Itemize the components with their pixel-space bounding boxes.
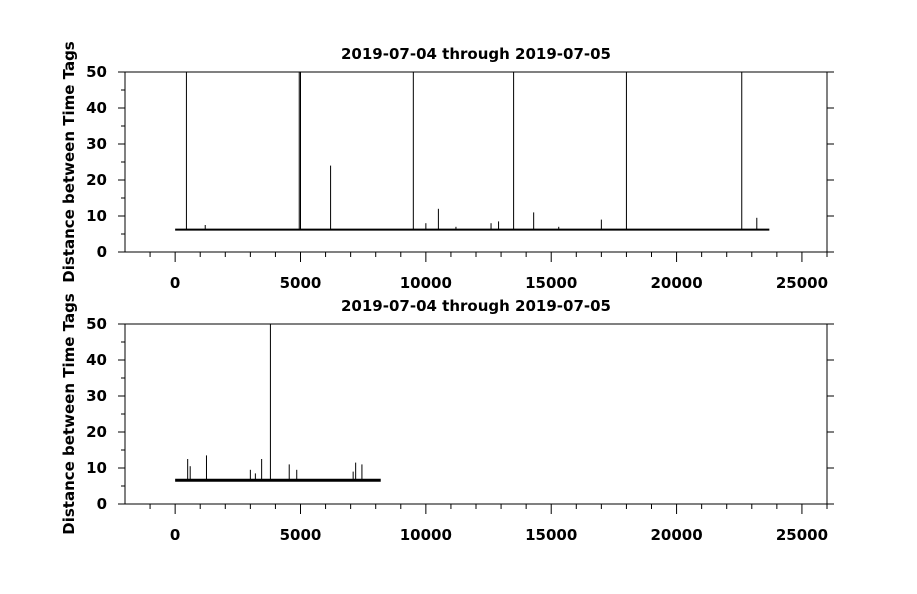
y-tick-label: 40	[86, 99, 107, 117]
plot-frame	[124, 323, 828, 505]
x-tick-label: 20000	[650, 274, 702, 292]
y-tick-label: 30	[86, 135, 107, 153]
x-tick-label: 5000	[280, 274, 322, 292]
x-tick-label: 10000	[400, 274, 452, 292]
y-tick-label: 20	[86, 171, 107, 189]
y-tick-label: 40	[86, 351, 107, 369]
y-tick-label: 30	[86, 387, 107, 405]
y-tick-label: 50	[86, 63, 107, 81]
x-tick-label: 15000	[525, 526, 577, 544]
chart-title: 2019-07-04 through 2019-07-05	[341, 297, 611, 315]
x-tick-label: 0	[170, 526, 180, 544]
y-tick-label: 0	[97, 243, 107, 261]
y-axis-label: Distance between Time Tags	[60, 41, 78, 283]
y-axis-label: Distance between Time Tags	[60, 293, 78, 535]
plot-frame	[124, 71, 828, 253]
y-tick-label: 0	[97, 495, 107, 513]
x-tick-label: 10000	[400, 526, 452, 544]
series-data	[175, 324, 381, 482]
x-tick-label: 25000	[776, 526, 828, 544]
y-tick-label: 10	[86, 459, 107, 477]
x-tick-label: 15000	[525, 274, 577, 292]
series-data	[175, 72, 770, 231]
x-tick-label: 0	[170, 274, 180, 292]
y-tick-label: 20	[86, 423, 107, 441]
y-tick-label: 10	[86, 207, 107, 225]
x-tick-label: 5000	[280, 526, 322, 544]
chart-panel-top: 2019-07-04 through 2019-07-05 Distance be…	[60, 41, 834, 292]
y-tick-label: 50	[86, 315, 107, 333]
x-tick-label: 25000	[776, 274, 828, 292]
chart-title: 2019-07-04 through 2019-07-05	[341, 45, 611, 63]
chart-panel-bottom: 2019-07-04 through 2019-07-05 Distance be…	[60, 293, 834, 544]
x-tick-label: 20000	[650, 526, 702, 544]
